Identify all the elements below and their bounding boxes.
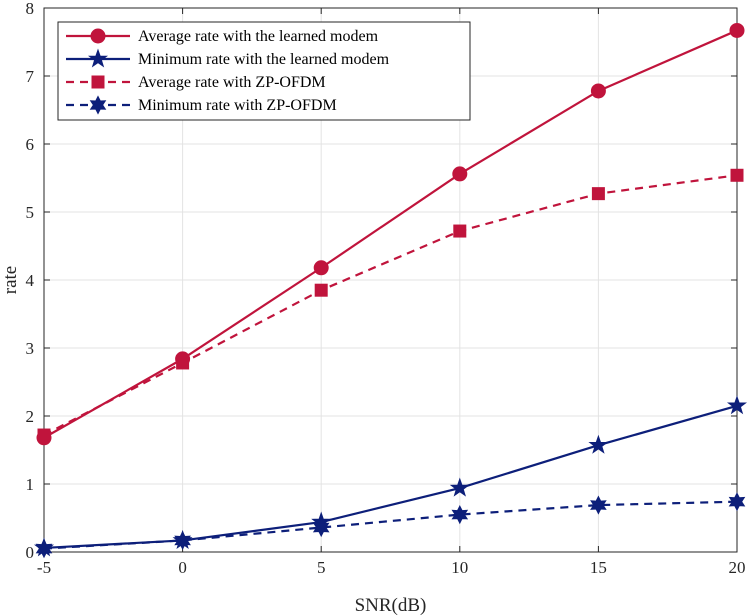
series-line-2 [43,174,738,437]
series-2-point-0 [37,428,51,442]
x-tick-label-2: 5 [317,558,326,577]
series-line-3 [43,500,738,550]
legend: Average rate with the learned modem Minim… [57,21,471,121]
legend-entry-1: Minimum rate with the learned modem [66,48,390,68]
series-line-1 [43,404,738,550]
series-2-point-1 [176,356,190,370]
series-3-point-1 [174,530,191,551]
legend-entry-0: Average rate with the learned modem [66,28,379,45]
series-0-point-2 [313,260,329,276]
legend-marker-3 [89,95,107,115]
series-0-point-5 [729,22,745,38]
legend-label-0: Average rate with the learned modem [138,28,379,45]
series-3-point-2 [312,517,330,538]
series-1-point-4 [588,434,609,454]
x-tick-label-5: 20 [729,558,746,577]
plot-area [33,22,747,559]
legend-marker-0 [90,28,106,44]
legend-label-1: Minimum rate with the learned modem [138,51,390,68]
x-tick-label-0: -5 [37,558,51,577]
series-0-point-3 [452,166,468,182]
series-2-point-5 [730,168,744,182]
series-1-point-5 [726,395,747,415]
legend-entry-3: Minimum rate with ZP-OFDM [66,95,337,115]
legend-marker-2 [91,75,105,89]
series-0-point-4 [590,83,606,99]
y-tick-label-8: 8 [26,0,35,18]
x-tick-label-4: 15 [590,558,607,577]
legend-label-3: Minimum rate with ZP-OFDM [138,97,337,114]
series-3 [35,492,746,559]
series-1-point-3 [449,477,470,497]
legend-label-2: Average rate with ZP-OFDM [138,74,326,91]
series-2-point-4 [591,187,605,201]
y-tick-label-2: 2 [26,407,35,426]
y-tick-label-3: 3 [26,339,35,358]
series-line-0 [43,29,738,439]
legend-box [57,21,471,121]
series-3-point-5 [728,492,746,512]
y-axis-label: rate [0,266,21,294]
series-3-point-0 [35,538,53,559]
y-tick-label-7: 7 [26,67,35,86]
series-3-point-4 [590,495,607,515]
y-tick-label-1: 1 [26,475,35,494]
series-3-point-3 [451,504,469,525]
x-axis-label: SNR(dB) [355,595,427,616]
series-2-point-3 [453,224,467,238]
legend-entry-2: Average rate with ZP-OFDM [66,74,326,91]
y-tick-label-5: 5 [26,203,35,222]
x-tick-label-1: 0 [178,558,187,577]
y-tick-label-0: 0 [26,543,35,562]
y-tick-label-6: 6 [26,135,35,154]
x-tick-label-3: 10 [451,558,468,577]
series-2 [37,168,744,442]
series-2-point-2 [314,283,328,297]
series-1 [33,395,747,557]
legend-marker-1 [87,48,109,68]
y-tick-label-4: 4 [26,271,35,290]
